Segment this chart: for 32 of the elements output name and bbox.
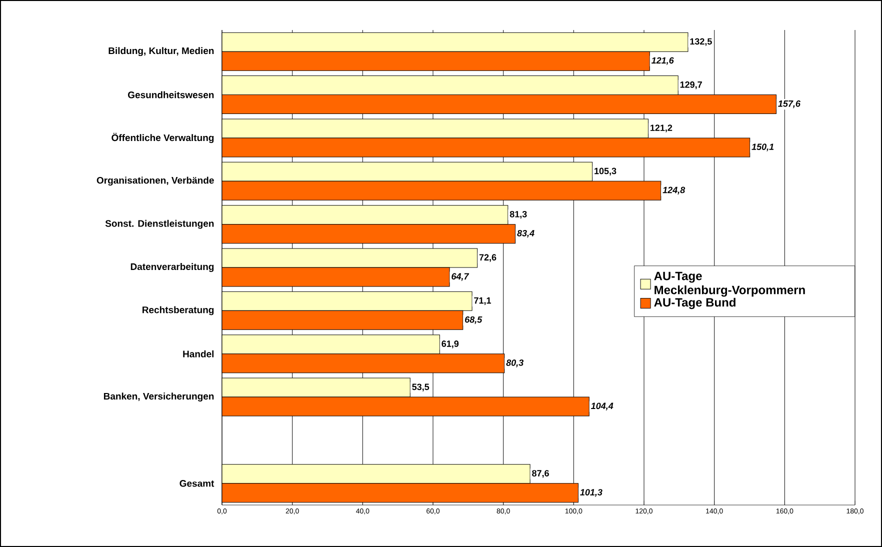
data-label: 64,7 [452,273,470,281]
y-tick-label: Öffentliche Verwaltung [112,132,214,144]
legend-label: AU-Tage Bund [654,298,736,310]
data-label: 61,9 [442,340,459,348]
data-label: 72,6 [479,254,496,262]
data-label: 104,4 [590,402,614,410]
data-label: 80,3 [506,360,524,368]
y-tick-label: Gesamt [180,480,214,487]
data-label: 105,3 [594,168,616,176]
data-label: 157,6 [778,100,800,108]
data-label: 53,5 [412,384,430,392]
data-label: 132,5 [690,38,712,46]
legend-label: AU-Tage Mecklenburg-Vorpommern [654,272,805,297]
y-tick-label: Organisationen, Verbände [96,176,214,186]
y-tick-label: Handel [183,350,214,358]
data-label: 124,8 [662,186,686,194]
y-tick-label: Banken, Versicherungen [104,392,214,402]
y-tick-label: Gesundheitswesen [128,91,214,98]
data-label: 87,6 [532,470,549,478]
data-label: 81,3 [510,210,527,219]
y-tick-label: Sonst. Dienstleistungen [105,220,214,229]
y-tick-label: Rechtsberatung [142,306,214,316]
data-label: 101,3 [580,489,602,497]
data-label: 121,2 [650,124,672,132]
data-label: 129,7 [680,81,702,90]
data-label: 150,1 [752,144,774,152]
data-label: 121,6 [651,57,674,65]
y-tick-label: Datenverarbeitung [130,263,214,272]
data-label: 83,4 [517,230,534,238]
data-label: 71,1 [474,297,492,305]
data-label: 68,5 [465,316,482,324]
y-tick-label: Bildung, Kultur, Medien [108,47,214,56]
